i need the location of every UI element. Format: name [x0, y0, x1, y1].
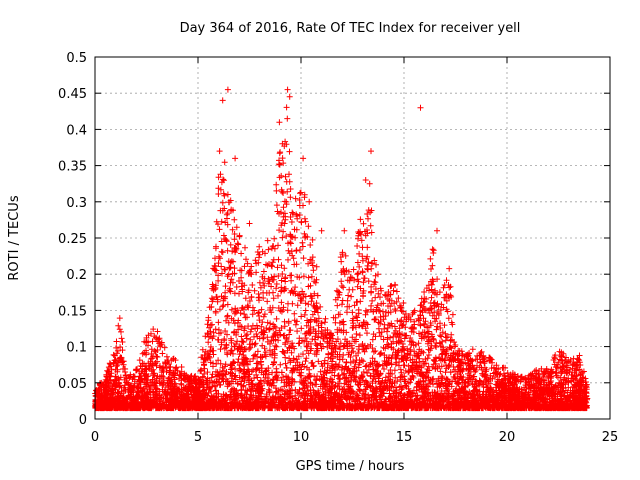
y-tick-label: 0.1	[66, 341, 87, 356]
y-tick-label: 0.15	[58, 304, 87, 319]
y-tick-label: 0.45	[58, 87, 87, 102]
x-tick-label: 20	[499, 430, 516, 445]
y-tick-label: 0.35	[58, 160, 87, 175]
scatter-markers	[92, 86, 591, 412]
y-tick-label: 0.05	[58, 377, 87, 392]
x-tick-label: 25	[602, 430, 619, 445]
x-tick-label: 5	[194, 430, 202, 445]
tick-labels: 0 5 10 15 20 25 0 0.05 0.1 0.15 0.2 0.25 0.3 0.35 0.4 0…	[58, 51, 618, 445]
x-axis-label: GPS time / hours	[296, 459, 405, 474]
y-tick-label: 0.25	[58, 232, 87, 247]
y-tick-label: 0.5	[66, 51, 87, 66]
x-tick-label: 0	[91, 430, 99, 445]
y-tick-label: 0.4	[66, 123, 87, 138]
chart-title: Day 364 of 2016, Rate Of TEC Index for r…	[180, 21, 521, 36]
x-tick-label: 15	[396, 430, 413, 445]
y-tick-label: 0	[79, 413, 87, 428]
y-axis-label: ROTI / TECUs	[7, 195, 22, 280]
y-tick-label: 0.2	[66, 268, 87, 283]
y-tick-label: 0.3	[66, 196, 87, 211]
grid	[95, 57, 610, 419]
axis-ticks	[94, 56, 611, 420]
data-points	[92, 86, 591, 412]
x-tick-label: 10	[293, 430, 310, 445]
